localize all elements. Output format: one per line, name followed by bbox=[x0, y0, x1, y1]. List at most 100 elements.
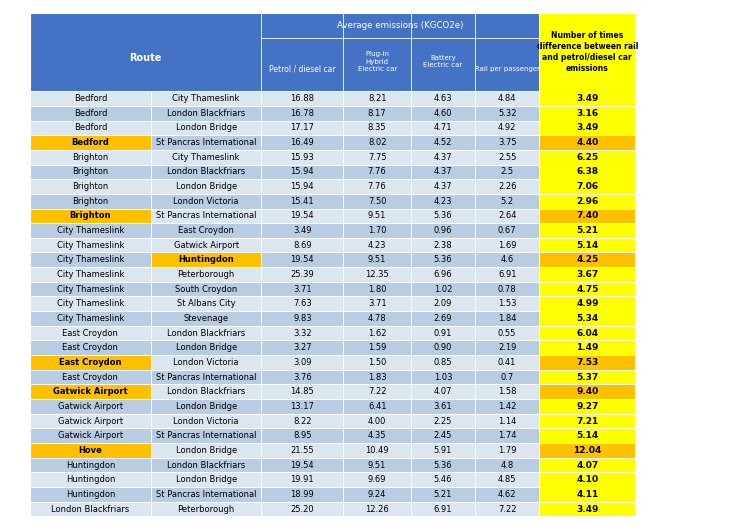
Text: 19.54: 19.54 bbox=[290, 211, 314, 220]
Bar bbox=[151, 209, 261, 223]
Bar bbox=[261, 311, 343, 326]
Bar bbox=[30, 355, 151, 370]
Text: Brighton: Brighton bbox=[72, 197, 108, 206]
Bar bbox=[539, 252, 636, 267]
Text: 3.16: 3.16 bbox=[576, 109, 598, 118]
Bar bbox=[261, 135, 343, 150]
Text: 4.84: 4.84 bbox=[498, 94, 516, 103]
Text: 6.41: 6.41 bbox=[368, 402, 386, 411]
Bar bbox=[411, 428, 475, 443]
Bar bbox=[411, 238, 475, 252]
Text: Peterborough: Peterborough bbox=[178, 505, 235, 514]
Bar bbox=[261, 91, 343, 106]
Bar bbox=[475, 428, 539, 443]
Text: 3.49: 3.49 bbox=[293, 226, 312, 235]
Text: 1.62: 1.62 bbox=[368, 329, 386, 338]
Text: 5.21: 5.21 bbox=[434, 490, 452, 499]
Text: 21.55: 21.55 bbox=[290, 446, 314, 455]
Bar bbox=[539, 13, 636, 91]
Text: 6.04: 6.04 bbox=[576, 329, 598, 338]
Text: 3.61: 3.61 bbox=[433, 402, 452, 411]
Text: Battery
Electric car: Battery Electric car bbox=[424, 55, 463, 69]
Text: 7.50: 7.50 bbox=[368, 197, 386, 206]
Bar bbox=[411, 91, 475, 106]
Bar bbox=[151, 150, 261, 164]
Text: 12.26: 12.26 bbox=[366, 505, 389, 514]
Text: 1.03: 1.03 bbox=[434, 373, 452, 382]
Text: 7.63: 7.63 bbox=[293, 299, 312, 308]
Text: 1.59: 1.59 bbox=[368, 343, 386, 353]
Text: London Blackfriars: London Blackfriars bbox=[167, 109, 245, 118]
Bar bbox=[539, 150, 636, 164]
Bar bbox=[30, 267, 151, 282]
Bar bbox=[411, 223, 475, 238]
Text: Brighton: Brighton bbox=[72, 168, 108, 177]
Bar bbox=[261, 414, 343, 428]
Bar bbox=[343, 135, 411, 150]
Bar bbox=[539, 443, 636, 458]
Text: London Bridge: London Bridge bbox=[175, 343, 236, 353]
Bar bbox=[539, 164, 636, 179]
Bar bbox=[475, 297, 539, 311]
Bar bbox=[151, 399, 261, 414]
Text: City Thameslink: City Thameslink bbox=[57, 299, 124, 308]
Bar bbox=[539, 91, 636, 106]
Text: 7.76: 7.76 bbox=[368, 182, 386, 191]
Bar bbox=[151, 487, 261, 502]
Bar bbox=[343, 238, 411, 252]
Bar bbox=[343, 91, 411, 106]
Text: 5.91: 5.91 bbox=[434, 446, 452, 455]
Text: 0.55: 0.55 bbox=[498, 329, 516, 338]
Text: 4.37: 4.37 bbox=[433, 182, 452, 191]
Bar bbox=[343, 164, 411, 179]
Text: 4.23: 4.23 bbox=[368, 241, 386, 250]
Text: 9.51: 9.51 bbox=[368, 255, 386, 265]
Bar bbox=[475, 458, 539, 473]
Text: Brighton: Brighton bbox=[69, 211, 111, 220]
Bar bbox=[343, 399, 411, 414]
Bar bbox=[151, 428, 261, 443]
Bar bbox=[411, 297, 475, 311]
Bar bbox=[343, 473, 411, 487]
Text: Route: Route bbox=[129, 53, 162, 63]
Text: 2.5: 2.5 bbox=[501, 168, 514, 177]
Bar bbox=[151, 106, 261, 121]
Text: 9.69: 9.69 bbox=[368, 475, 386, 484]
Bar bbox=[151, 370, 261, 385]
Text: Plug-in
Hybrid
Electric car: Plug-in Hybrid Electric car bbox=[357, 51, 397, 72]
Bar bbox=[151, 326, 261, 340]
Bar bbox=[261, 355, 343, 370]
Text: 6.91: 6.91 bbox=[434, 505, 452, 514]
Bar bbox=[30, 297, 151, 311]
Text: 3.75: 3.75 bbox=[498, 138, 516, 147]
Text: St Pancras International: St Pancras International bbox=[156, 431, 257, 440]
Text: 6.25: 6.25 bbox=[576, 153, 598, 162]
Bar bbox=[539, 414, 636, 428]
Bar bbox=[475, 179, 539, 194]
Bar bbox=[343, 443, 411, 458]
Bar bbox=[539, 267, 636, 282]
Text: City Thameslink: City Thameslink bbox=[172, 94, 240, 103]
Bar bbox=[411, 135, 475, 150]
Bar bbox=[343, 252, 411, 267]
Text: 4.6: 4.6 bbox=[501, 255, 514, 265]
Bar bbox=[151, 385, 261, 399]
Text: 8.02: 8.02 bbox=[368, 138, 386, 147]
Text: 0.78: 0.78 bbox=[498, 285, 516, 294]
Text: 7.22: 7.22 bbox=[498, 505, 516, 514]
Text: 4.75: 4.75 bbox=[576, 285, 598, 294]
Text: Gatwick Airport: Gatwick Airport bbox=[58, 431, 123, 440]
Text: 4.63: 4.63 bbox=[433, 94, 452, 103]
Bar bbox=[151, 297, 261, 311]
Bar bbox=[539, 385, 636, 399]
Text: London Bridge: London Bridge bbox=[175, 123, 236, 132]
Text: East Croydon: East Croydon bbox=[63, 343, 119, 353]
Bar bbox=[261, 194, 343, 209]
Text: 4.10: 4.10 bbox=[576, 475, 598, 484]
Text: London Victoria: London Victoria bbox=[173, 197, 239, 206]
Bar bbox=[475, 311, 539, 326]
Bar bbox=[411, 164, 475, 179]
Text: 4.40: 4.40 bbox=[576, 138, 598, 147]
Bar bbox=[30, 414, 151, 428]
Bar bbox=[261, 326, 343, 340]
